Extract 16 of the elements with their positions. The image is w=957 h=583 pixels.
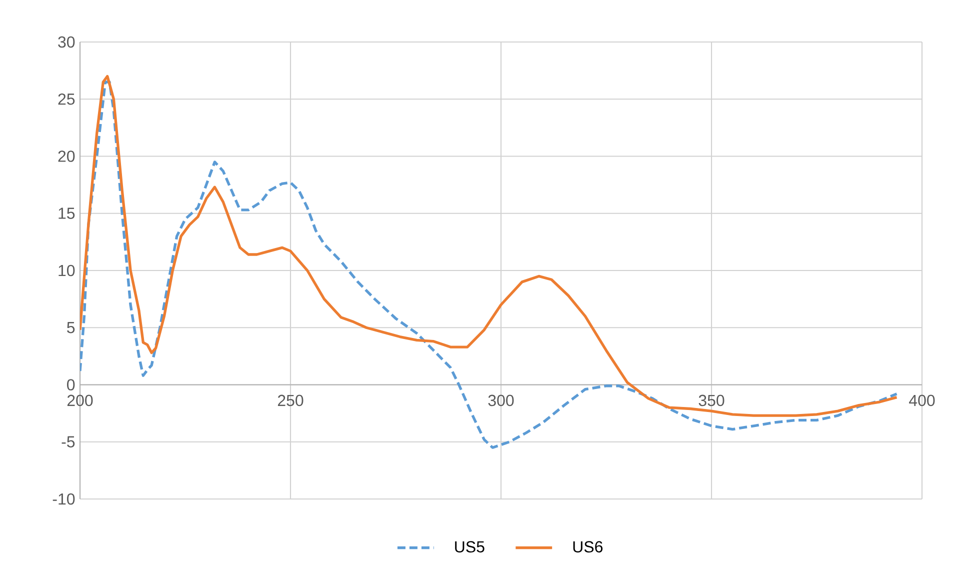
y-tick-label: 15 xyxy=(58,208,75,219)
x-tick-label: 200 xyxy=(67,394,93,406)
x-tick-label: 300 xyxy=(488,394,514,406)
y-tick-label: 30 xyxy=(58,36,75,48)
y-tick-label: -5 xyxy=(62,436,75,448)
y-tick-label: 20 xyxy=(58,150,75,162)
x-tick-label: 250 xyxy=(278,394,304,406)
y-tick-label: 10 xyxy=(58,264,75,276)
x-tick-label: 400 xyxy=(909,394,935,406)
legend-label: US5 xyxy=(455,541,484,552)
y-tick-label: 5 xyxy=(67,322,75,334)
y-tick-label: 25 xyxy=(58,93,75,105)
x-tick-label: 350 xyxy=(698,394,724,406)
y-tick-label: -10 xyxy=(52,493,75,505)
y-tick-label: 0 xyxy=(67,379,75,390)
legend-label: US6 xyxy=(573,541,603,552)
